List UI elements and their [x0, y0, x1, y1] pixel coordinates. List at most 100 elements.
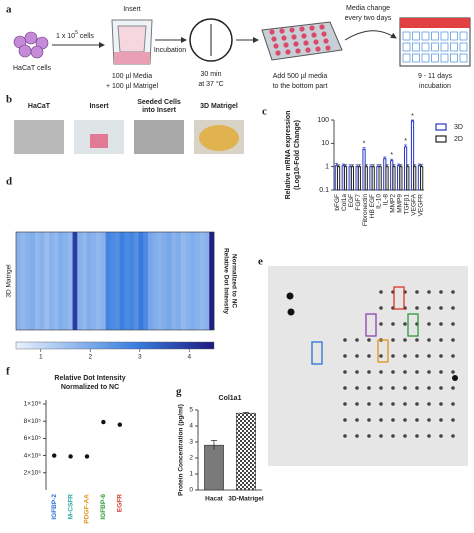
- blot-dot: [403, 338, 407, 342]
- y-tick-label: 6×10⁵: [24, 435, 42, 442]
- legend-swatch: [435, 123, 447, 131]
- blot-dot: [379, 322, 383, 326]
- schematic-text: every two days: [345, 15, 392, 22]
- bar: [364, 166, 368, 191]
- highlight-box: [407, 313, 419, 337]
- y-tick-label: 0: [189, 487, 193, 494]
- blot-dot: [439, 290, 443, 294]
- blot-dot: [452, 375, 458, 381]
- y-tick-label: 0.1: [319, 187, 329, 194]
- heatmap-cell: [171, 232, 177, 330]
- panel-label: g: [176, 386, 182, 398]
- dot: [117, 422, 123, 427]
- blot-dot: [391, 418, 395, 422]
- blot-dot: [427, 386, 431, 390]
- blot-dot: [427, 434, 431, 438]
- blot-dot: [439, 402, 443, 406]
- well: [303, 40, 309, 46]
- blot-dot: [367, 402, 371, 406]
- row-label: 3D Matrigel: [6, 264, 13, 298]
- well: [321, 31, 327, 37]
- schematic-text: Add 500 µl media: [273, 73, 328, 80]
- x-tick-label: VEGFA: [410, 193, 417, 215]
- well: [299, 26, 305, 32]
- y-tick-label: 100: [317, 117, 329, 124]
- significance: *: [390, 152, 393, 159]
- bar: [392, 166, 396, 191]
- heatmap-cell: [105, 232, 111, 330]
- blot-dot: [355, 418, 359, 422]
- blot-dot: [439, 306, 443, 310]
- dot: [101, 419, 106, 425]
- y-tick-label: 10: [321, 140, 329, 147]
- well: [325, 45, 331, 51]
- x-tick-label: IL-8: [383, 194, 390, 206]
- calendar-cell: [412, 31, 420, 41]
- x-tick-label: EGFR: [117, 494, 124, 512]
- blot-dot: [379, 386, 383, 390]
- schematic-text: 5: [75, 30, 78, 36]
- blot-dot: [379, 434, 383, 438]
- blot-dot: [415, 402, 419, 406]
- legend-label: 3D: [454, 124, 463, 131]
- x-tick-label: PDGF-AA: [84, 494, 91, 524]
- blot-dot: [343, 402, 347, 406]
- blot-dot: [451, 434, 455, 438]
- heatmap-cell: [72, 232, 78, 330]
- panel-label: d: [6, 176, 12, 188]
- x-tick-label: 3D-Matrigel: [228, 496, 264, 503]
- calendar-cell: [459, 42, 468, 52]
- x-tick-label: FGF7: [355, 194, 362, 211]
- calendar-cell: [431, 53, 439, 63]
- calendar-cell: [402, 53, 411, 63]
- schematic-text: + 100 µl Matrigel: [106, 83, 159, 90]
- schematic-text: cells: [80, 33, 95, 40]
- x-tick-label: M-CSFR: [67, 494, 74, 520]
- heatmap-cell: [39, 232, 45, 330]
- well: [273, 43, 279, 49]
- chart-title: Relative Dot Intensity: [54, 375, 125, 382]
- blot-dot: [451, 418, 455, 422]
- image-caption: HaCaT: [28, 103, 51, 110]
- well: [311, 32, 317, 38]
- well: [275, 50, 281, 56]
- clock-icon: [189, 18, 233, 62]
- bar: [399, 166, 403, 191]
- image-caption: into Insert: [142, 107, 177, 114]
- image-caption: Seeded Cells: [137, 99, 181, 106]
- colorbar-tick-label: 4: [187, 354, 191, 361]
- x-tick-label: Col1a: [341, 194, 348, 211]
- blot-dot: [427, 370, 431, 374]
- well: [293, 41, 299, 47]
- blot-dot: [379, 354, 383, 358]
- heatmap-cell: [82, 232, 88, 330]
- y-tick-label: 2: [189, 455, 193, 462]
- chart-title: Col1a1: [219, 395, 242, 402]
- heatmap-cell: [91, 232, 97, 330]
- schematic-text: incubation: [419, 83, 451, 90]
- x-tick-label: Fibronectin: [362, 194, 369, 227]
- blot-dot: [355, 370, 359, 374]
- blot-dot: [355, 434, 359, 438]
- colorbar-tick-label: 1: [39, 354, 43, 361]
- colorbar: [15, 341, 215, 350]
- photo: [90, 134, 108, 148]
- heatmap-cell: [16, 232, 22, 330]
- colorbar-tick-label: 3: [138, 354, 142, 361]
- bar: [378, 166, 382, 191]
- well: [283, 42, 289, 48]
- blot-dot: [439, 370, 443, 374]
- bar: [420, 166, 424, 191]
- schematic-text: Insert: [123, 6, 141, 13]
- blot-dot: [367, 434, 371, 438]
- heatmap-cell: [67, 232, 73, 330]
- blot-dot: [439, 386, 443, 390]
- calendar-cell: [412, 53, 420, 63]
- blot-dot: [355, 402, 359, 406]
- heatmap-cell: [129, 232, 135, 330]
- calendar-cell: [431, 31, 439, 41]
- highlight-box: [393, 286, 405, 310]
- blot-dot: [427, 322, 431, 326]
- blot-dot: [427, 306, 431, 310]
